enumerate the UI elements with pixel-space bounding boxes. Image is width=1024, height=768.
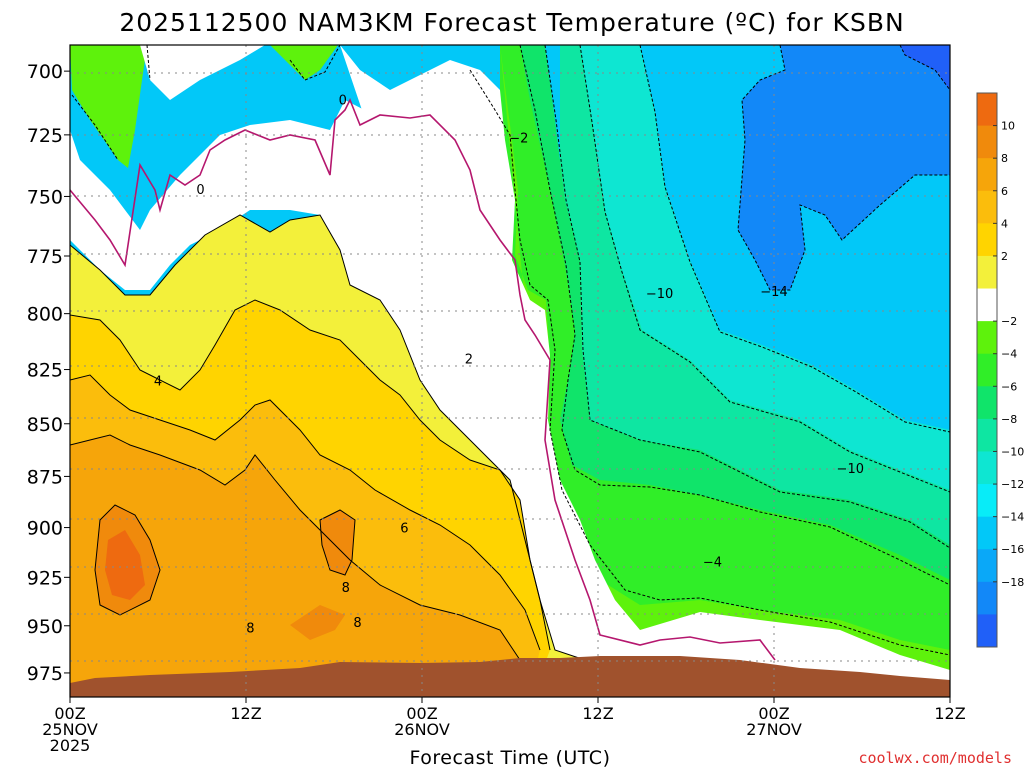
band-peak-warm	[105, 530, 145, 600]
colorbar-label: −14	[1001, 511, 1024, 524]
y-tick-label: 700	[27, 61, 63, 83]
colorbar-label: 10	[1001, 120, 1015, 133]
colorbar-label: −10	[1001, 445, 1024, 458]
y-tick-label: 900	[27, 518, 63, 540]
x-tick-label: 12Z	[230, 704, 261, 723]
x-tick-label: 26NOV	[394, 720, 450, 739]
colorbar-segment	[977, 581, 997, 615]
colorbar-label: −16	[1001, 543, 1024, 556]
x-tick-label: 00Z	[758, 704, 789, 723]
y-tick-label: 750	[27, 186, 63, 208]
colorbar-segment	[977, 93, 997, 127]
contour-label: 8	[246, 622, 254, 637]
contour-neg8-line	[579, 45, 950, 493]
colorbar-segment	[977, 223, 997, 257]
contour-label: −10	[646, 287, 673, 302]
x-tick-label: 2025	[50, 736, 91, 755]
contour-zero-line	[70, 98, 776, 661]
band-minus-2-lime	[70, 45, 950, 697]
colorbar-segment	[977, 418, 997, 452]
y-tick-label: 775	[27, 246, 63, 268]
colorbar-segment	[977, 386, 997, 420]
colorbar-segment	[977, 614, 997, 648]
contour-label: −10	[837, 462, 864, 477]
y-tick-label: 950	[27, 616, 63, 638]
colorbar-label: −8	[1001, 413, 1017, 426]
contour-8-line	[70, 434, 521, 661]
contour-6-line	[70, 374, 541, 651]
colorbar: 10 8 6 4 2 −2 −4 −6 −8 −10 −12 −14 −16 −18	[976, 92, 1024, 648]
colorbar-label: 2	[1001, 250, 1008, 263]
contour-labels: 0 0 −2 2 4 6 8 8 8 −10 −14 −10 −4	[154, 93, 864, 636]
contour-label: 6	[400, 522, 408, 537]
colorbar-label: −6	[1001, 380, 1017, 393]
y-tick-label: 825	[27, 360, 63, 382]
y-axis: 700 725 750 775 800 825 850 875 900 925 950 975	[27, 61, 70, 685]
colorbar-label: −2	[1001, 315, 1017, 328]
colorbar-label: 8	[1001, 152, 1008, 165]
contour-label: −2	[509, 131, 528, 146]
band-8-to-10-orange	[70, 435, 520, 690]
x-tick-label: 12Z	[934, 704, 965, 723]
y-tick-label: 800	[27, 304, 63, 326]
colorbar-segment	[977, 451, 997, 485]
colorbar-segment	[977, 255, 997, 290]
x-tick-label: 25NOV	[42, 720, 98, 739]
colorbar-segment	[977, 321, 997, 355]
colorbar-label: −18	[1001, 576, 1024, 589]
x-axis-label: Forecast Time (UTC)	[410, 747, 611, 768]
colorbar-label: 6	[1001, 185, 1008, 198]
contour-neg2-line	[71, 45, 950, 656]
colorbar-segment	[977, 516, 997, 550]
colorbar-segment	[977, 549, 997, 583]
x-tick-label: 00Z	[406, 704, 437, 723]
y-tick-label: 725	[27, 125, 63, 147]
contour-label: 0	[339, 93, 347, 108]
band-0-to-2-white-lower	[70, 100, 650, 660]
contour-2-line	[70, 214, 586, 661]
ground-terrain	[70, 656, 950, 697]
colorbar-label: −12	[1001, 478, 1024, 491]
contour-4-line	[70, 299, 551, 651]
contour-label: 8	[342, 581, 350, 596]
y-tick-label: 875	[27, 466, 63, 488]
colorbar-segment	[977, 484, 997, 518]
colorbar-label: 4	[1001, 217, 1008, 230]
colorbar-segment	[977, 125, 997, 159]
x-tick-label: 27NOV	[746, 720, 802, 739]
band-minus-18-blue	[900, 45, 950, 90]
colorbar-segment	[977, 190, 997, 224]
contour-label: 0	[196, 183, 204, 198]
contour-label: −14	[760, 285, 787, 300]
contour-neg18-line	[899, 45, 950, 91]
y-tick-label: 925	[27, 567, 63, 589]
contour-neg14-line	[737, 45, 950, 291]
watermark-text: coolwx.com/models	[858, 749, 1012, 767]
y-tick-label: 975	[27, 663, 63, 685]
contour-neg6-line	[544, 45, 950, 549]
temperature-field	[70, 45, 950, 697]
contour-label: 2	[465, 352, 473, 367]
contour-label: 8	[353, 616, 361, 631]
chart-title: 2025112500 NAM3KM Forecast Temperature (…	[119, 8, 904, 37]
colorbar-label: −4	[1001, 348, 1017, 361]
colorbar-frame	[976, 92, 998, 648]
contour-neg10-line	[639, 45, 950, 433]
x-tick-label: 12Z	[582, 704, 613, 723]
band-minus-14-blue	[738, 45, 950, 290]
colorbar-segment	[977, 353, 997, 387]
band-minus-4-green	[500, 45, 950, 697]
y-tick-label: 850	[27, 414, 63, 436]
x-tick-label: 00Z	[54, 704, 85, 723]
contour-label: 4	[154, 375, 162, 390]
colorbar-segment	[977, 288, 997, 322]
colorbar-segment	[977, 158, 997, 192]
contour-label: −4	[703, 556, 722, 571]
plot-frame	[69, 44, 951, 698]
